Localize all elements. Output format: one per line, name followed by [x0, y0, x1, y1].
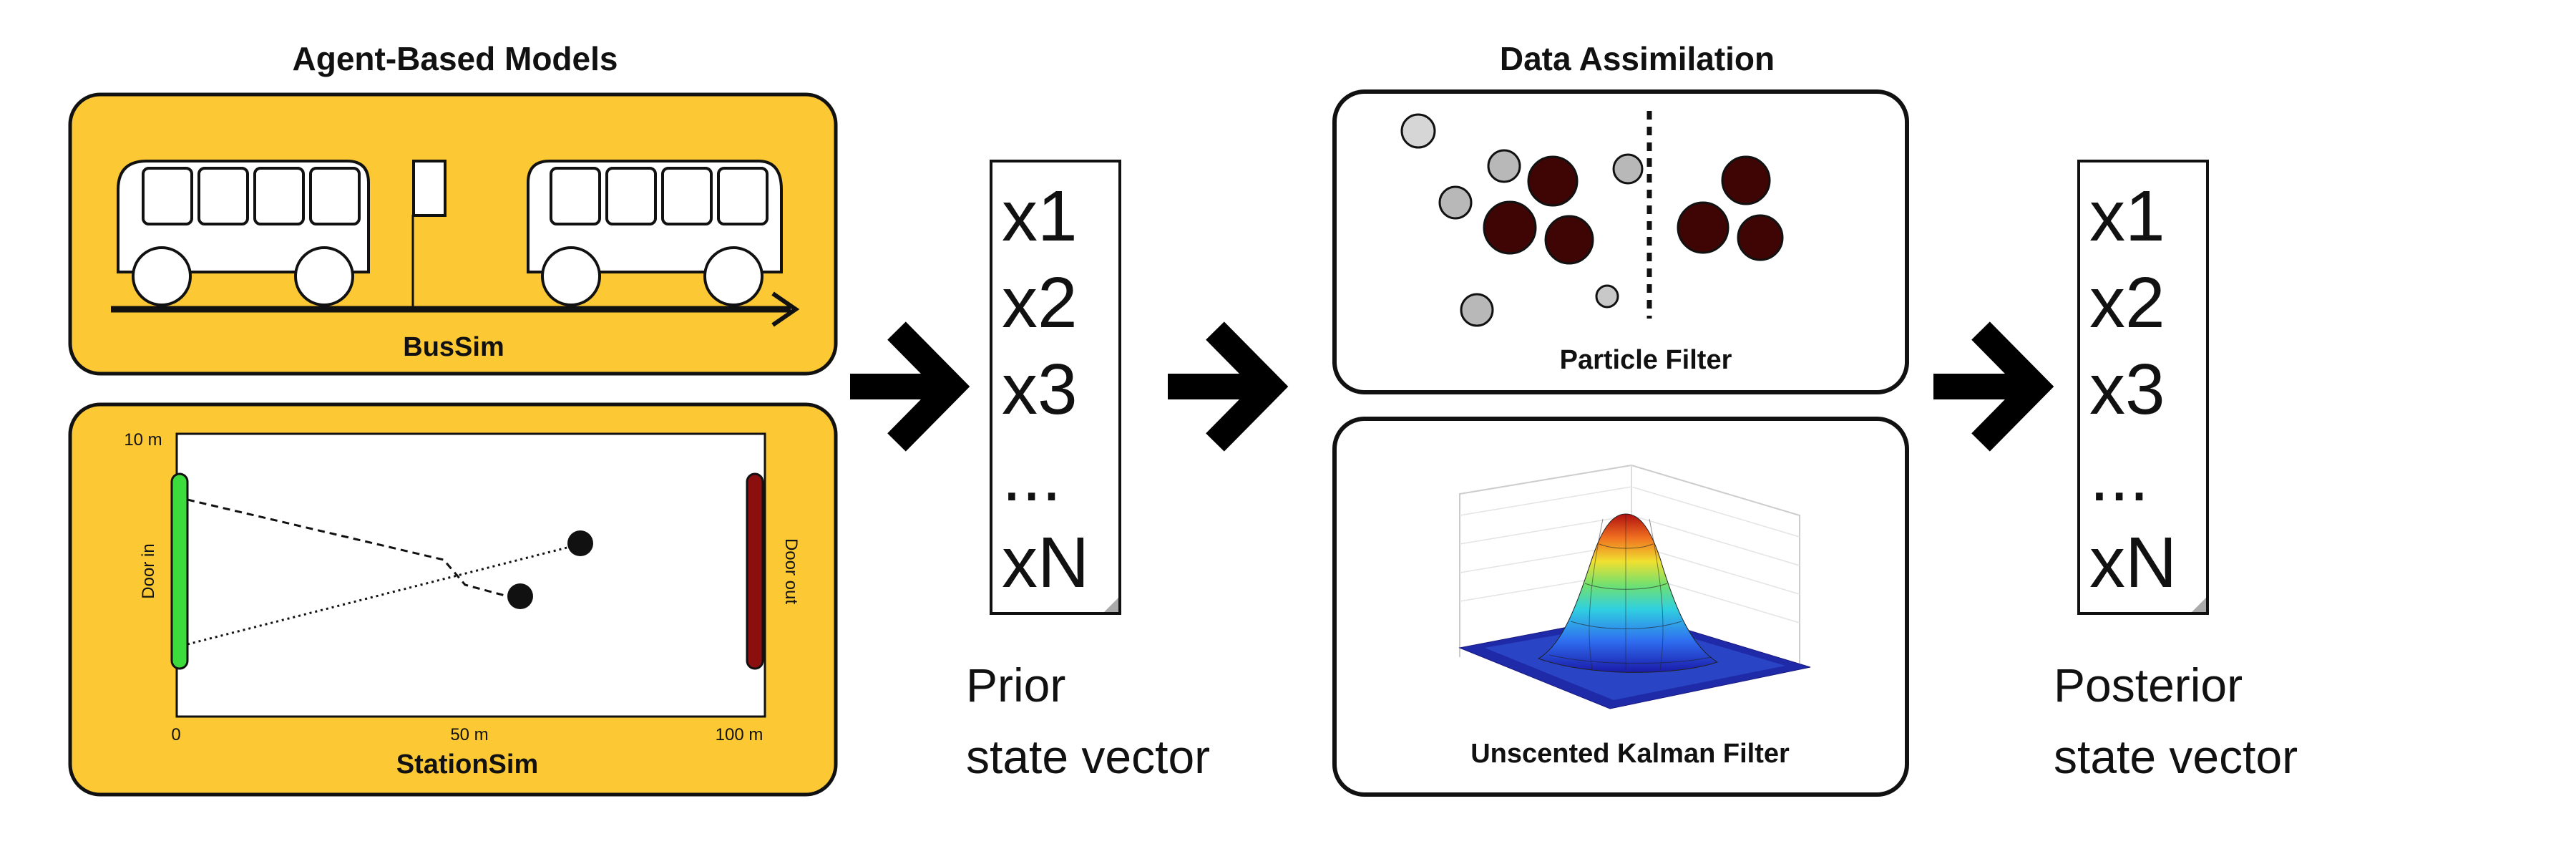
prior-vector-entry: x1 — [1002, 176, 1078, 256]
posterior-caption-line1: Posterior — [2054, 659, 2243, 712]
ukf-label: Unscented Kalman Filter — [1470, 739, 1790, 769]
ukf-panel: Unscented Kalman Filter — [1332, 417, 1909, 797]
particle-dark — [1527, 155, 1579, 207]
particle-light — [1612, 153, 1644, 185]
posterior-vector-entry: ... — [2089, 436, 2149, 516]
bus-left-wheel-back — [294, 246, 354, 306]
posterior-vector-entry: x2 — [2089, 263, 2165, 343]
particle-dark — [1721, 155, 1771, 205]
prior-vector-entry: ... — [1002, 436, 1061, 516]
station-floor — [175, 432, 766, 718]
posterior-vector-entry: xN — [2089, 523, 2177, 603]
door-out — [746, 472, 764, 670]
particle-filter-panel: Particle Filter — [1332, 89, 1909, 394]
stationsim-panel: 10 m 0 50 m 100 m Door in Door out Stati… — [68, 402, 838, 797]
stationsim-label: StationSim — [396, 749, 538, 780]
posterior-vector-box — [2077, 160, 2209, 615]
particle-dark — [1483, 200, 1537, 255]
prior-caption-line2: state vector — [966, 730, 1210, 783]
bussim-panel: BusSim — [68, 92, 838, 376]
posterior-vector-entry: x3 — [2089, 349, 2165, 430]
agent-dot — [567, 530, 593, 556]
door-in — [170, 472, 189, 670]
particle-dark — [1544, 215, 1594, 265]
axis-label-100m: 100 m — [716, 725, 763, 744]
particle-light — [1595, 284, 1619, 309]
abm-title: Agent-Based Models — [293, 40, 618, 77]
particle-light — [1400, 113, 1436, 149]
da-title: Data Assimilation — [1500, 40, 1775, 77]
trajectory-dotted — [187, 543, 582, 646]
bus-right-wheel-front — [541, 246, 601, 306]
particle-light — [1487, 149, 1521, 183]
axis-label-0: 0 — [171, 725, 180, 744]
arrow-prior-to-da — [1168, 321, 1289, 452]
posterior-caption-line2: state vector — [2054, 730, 2298, 783]
bus-stop-sign — [411, 160, 447, 309]
posterior-vector-resize-corner — [2192, 598, 2206, 612]
axis-label-50m: 50 m — [450, 725, 488, 744]
door-out-label: Door out — [781, 538, 801, 604]
prior-vector-resize-corner — [1104, 598, 1118, 612]
prior-vector-entry: xN — [1002, 523, 1089, 603]
particle-light — [1438, 185, 1473, 220]
particle-dark — [1677, 201, 1729, 254]
bus-right-wheel-back — [703, 246, 763, 306]
prior-caption-line1: Prior — [966, 659, 1065, 712]
bus-left-wheel-front — [132, 246, 192, 306]
bussim-label: BusSim — [403, 332, 504, 362]
particle-dark — [1737, 214, 1784, 261]
gaussian-surface-plot — [1458, 464, 1811, 709]
agent-dot — [507, 583, 533, 609]
particle-light — [1460, 293, 1494, 327]
bus-right — [527, 160, 783, 306]
posterior-vector-entry: x1 — [2089, 176, 2165, 256]
prior-vector-entry: x2 — [1002, 263, 1078, 343]
prior-vector-box — [990, 160, 1121, 615]
surface-peak — [1537, 513, 1719, 673]
axis-label-10m: 10 m — [124, 430, 162, 450]
bus-left — [117, 160, 370, 306]
arrow-da-to-posterior — [1933, 321, 2054, 452]
prior-state-vector: x1 x2 x3 ... xN — [990, 160, 1121, 615]
door-in-label: Door in — [139, 543, 158, 598]
prior-vector-entry: x3 — [1002, 349, 1078, 430]
arrow-abm-to-prior — [850, 321, 970, 452]
particle-filter-label: Particle Filter — [1560, 345, 1732, 375]
posterior-state-vector: x1 x2 x3 ... xN — [2077, 160, 2209, 615]
road-arrowhead — [771, 291, 800, 327]
